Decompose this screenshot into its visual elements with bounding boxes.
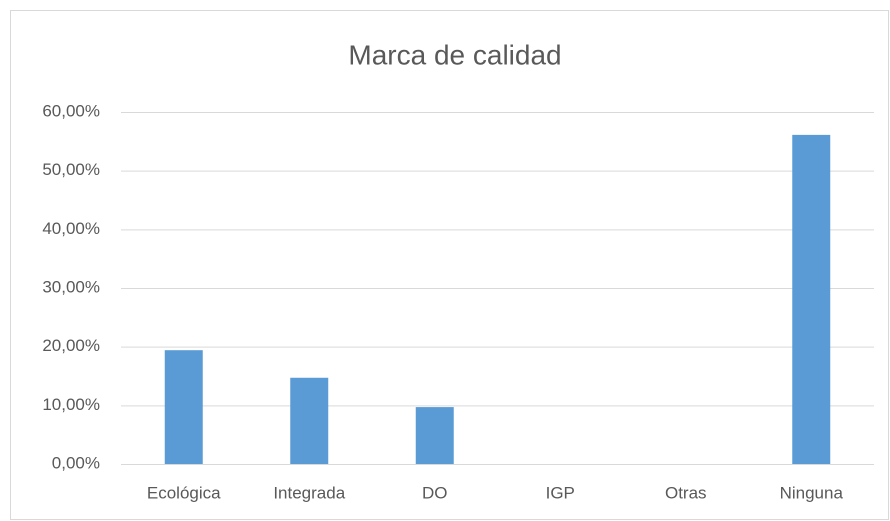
y-tick-label: 60,00%: [42, 101, 100, 120]
x-tick-label: Integrada: [273, 483, 345, 502]
bar: [415, 407, 454, 464]
y-tick-label: 40,00%: [42, 219, 100, 238]
x-tick-label: Ecológica: [147, 483, 221, 502]
bar: [164, 350, 203, 464]
x-tick-label: DO: [422, 483, 448, 502]
chart-title: Marca de calidad: [348, 39, 561, 70]
bar: [290, 377, 329, 464]
y-tick-label: 50,00%: [42, 160, 100, 179]
y-tick-label: 30,00%: [42, 277, 100, 296]
y-tick-label: 20,00%: [42, 336, 100, 355]
x-tick-label: IGP: [546, 483, 575, 502]
y-tick-label: 10,00%: [42, 395, 100, 414]
y-tick-label: 0,00%: [52, 453, 100, 472]
x-tick-label: Otras: [665, 483, 707, 502]
x-tick-label: Ninguna: [780, 483, 844, 502]
bar: [792, 134, 831, 464]
